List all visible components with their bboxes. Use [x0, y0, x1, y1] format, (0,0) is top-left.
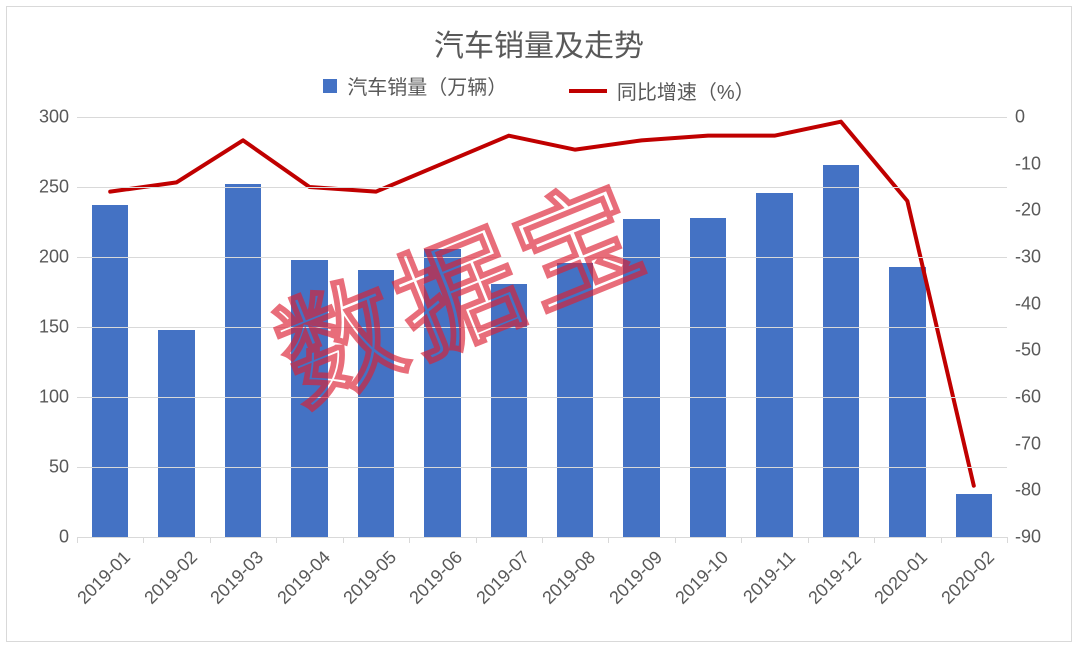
x-tick-label: 2019-10 [661, 547, 732, 618]
y-left-tick-label: 200 [39, 247, 77, 268]
y-left-tick-label: 300 [39, 107, 77, 128]
x-tick [741, 537, 742, 543]
x-tick [476, 537, 477, 543]
x-tick [409, 537, 410, 543]
legend-line-swatch [569, 89, 607, 93]
x-tick-label: 2020-01 [861, 547, 932, 618]
x-tick [77, 537, 78, 543]
y-right-tick-label: -80 [1007, 480, 1041, 501]
x-tick [874, 537, 875, 543]
x-tick-label: 2019-11 [728, 547, 799, 618]
legend-line-label: 同比增速（%） [617, 76, 755, 105]
x-tick [210, 537, 211, 543]
gridline [77, 257, 1007, 258]
x-tick-label: 2019-08 [529, 547, 600, 618]
x-tick-label: 2019-12 [794, 547, 865, 618]
x-tick-label: 2019-03 [196, 547, 267, 618]
y-left-tick-label: 50 [49, 457, 77, 478]
x-tick-label: 2020-02 [927, 547, 998, 618]
x-tick-label: 2019-01 [64, 547, 135, 618]
line-series [110, 122, 974, 486]
y-left-tick-label: 150 [39, 317, 77, 338]
x-tick-label: 2019-02 [130, 547, 201, 618]
legend-line: 同比增速（%） [569, 76, 755, 105]
plot-area: 0501001502002503000-10-20-30-40-50-60-70… [77, 117, 1007, 537]
y-right-tick-label: -20 [1007, 200, 1041, 221]
x-tick [675, 537, 676, 543]
gridline [77, 467, 1007, 468]
y-right-tick-label: -10 [1007, 153, 1041, 174]
legend-bar-label: 汽车销量（万辆） [347, 71, 507, 100]
legend-bar: 汽车销量（万辆） [323, 71, 507, 100]
y-left-tick-label: 100 [39, 387, 77, 408]
x-tick-label: 2019-09 [595, 547, 666, 618]
y-right-tick-label: -70 [1007, 433, 1041, 454]
x-tick [808, 537, 809, 543]
gridline [77, 327, 1007, 328]
y-right-tick-label: -40 [1007, 293, 1041, 314]
gridline [77, 187, 1007, 188]
x-tick-label: 2019-04 [263, 547, 334, 618]
gridline [77, 117, 1007, 118]
y-left-tick-label: 0 [59, 527, 77, 548]
x-tick [276, 537, 277, 543]
y-right-tick-label: -60 [1007, 387, 1041, 408]
y-left-tick-label: 250 [39, 177, 77, 198]
legend-bar-swatch [323, 79, 337, 93]
x-tick-label: 2019-06 [396, 547, 467, 618]
x-tick [608, 537, 609, 543]
x-tick [143, 537, 144, 543]
x-tick [542, 537, 543, 543]
x-tick [343, 537, 344, 543]
x-tick [1007, 537, 1008, 543]
gridline [77, 397, 1007, 398]
chart-frame: 汽车销量及走势 汽车销量（万辆） 同比增速（%） 050100150200250… [6, 6, 1072, 642]
x-tick [941, 537, 942, 543]
y-right-tick-label: -50 [1007, 340, 1041, 361]
chart-title: 汽车销量及走势 [7, 21, 1071, 65]
x-tick-label: 2019-05 [329, 547, 400, 618]
y-right-tick-label: 0 [1007, 107, 1025, 128]
x-tick-label: 2019-07 [462, 547, 533, 618]
y-right-tick-label: -90 [1007, 527, 1041, 548]
legend: 汽车销量（万辆） 同比增速（%） [7, 71, 1071, 105]
y-right-tick-label: -30 [1007, 247, 1041, 268]
